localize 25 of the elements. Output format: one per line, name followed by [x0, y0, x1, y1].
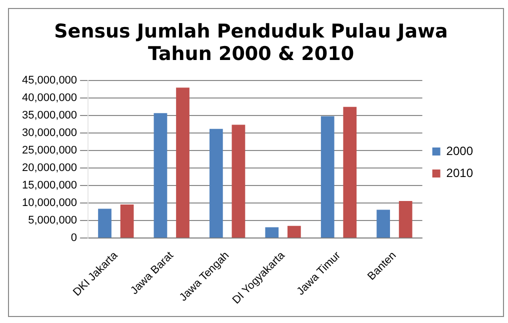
bar	[265, 227, 279, 238]
y-tick-label: 35,000,000	[22, 110, 78, 122]
y-tick-label: 5,000,000	[28, 214, 78, 227]
legend-label: 2000	[446, 144, 474, 158]
legend-label: 2010	[446, 166, 474, 180]
bar	[398, 200, 412, 238]
y-tick-label: 10,000,000	[22, 197, 78, 210]
bar	[154, 113, 168, 238]
y-tick-label: 30,000,000	[22, 127, 78, 140]
bar	[210, 128, 223, 238]
y-tick-label: 20,000,000	[22, 162, 78, 174]
bar	[343, 106, 357, 238]
y-tick-label: 25,000,000	[22, 144, 78, 157]
y-tick-label: 0	[70, 232, 78, 244]
bar	[320, 116, 334, 238]
bar	[376, 210, 390, 238]
bar	[176, 88, 190, 238]
y-tick-label: 40,000,000	[22, 92, 78, 104]
bar	[120, 204, 134, 238]
y-tick-label: 45,000,000	[22, 74, 78, 87]
bar	[98, 208, 112, 238]
bar	[287, 226, 301, 238]
y-tick-label: 15,000,000	[22, 180, 78, 192]
bar	[232, 124, 246, 238]
chart-title: Sensus Jumlah Penduduk Pulau Jawa Tahun 2000 & 2010	[54, 20, 448, 66]
